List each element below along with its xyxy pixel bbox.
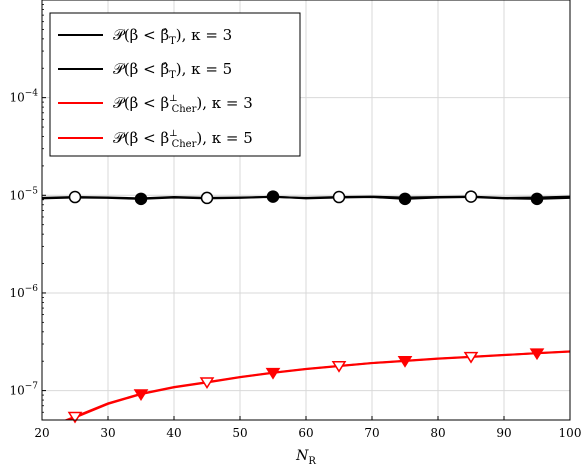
legend-label-subscript: T — [169, 70, 176, 81]
legend-label: 𝒫(β < β̂T), κ = 3 — [113, 26, 232, 47]
data-point — [529, 348, 545, 361]
data-point — [464, 190, 478, 203]
series-layer — [42, 195, 570, 420]
data-point — [200, 191, 214, 205]
legend-label-main: 𝒫(β < β — [113, 129, 169, 147]
point-marker — [530, 192, 544, 206]
legend-label-main: 𝒫(β < β̂ — [113, 26, 169, 44]
point-marker — [134, 192, 148, 206]
legend-label: 𝒫(β < β⊥ Cher), κ = 5 — [113, 129, 253, 150]
data-point — [332, 190, 346, 204]
data-point — [266, 190, 280, 203]
point-marker — [200, 191, 214, 205]
data-point — [134, 192, 148, 206]
x-tick-label: 90 — [496, 426, 511, 440]
data-point — [68, 190, 82, 204]
y-tick-exponent: −7 — [25, 382, 39, 392]
data-point — [397, 356, 413, 368]
x-tick-label: 40 — [166, 426, 181, 440]
point-marker — [398, 192, 412, 206]
point-marker — [68, 190, 82, 204]
point-marker — [397, 356, 413, 368]
y-tick-exponent: −5 — [25, 186, 39, 196]
data-point — [463, 351, 479, 364]
y-tick-label: 10−5 — [9, 186, 38, 202]
x-axis-label-subscript: R — [308, 456, 316, 466]
legend-box — [49, 12, 301, 157]
y-tick-base: 10 — [9, 384, 24, 398]
legend-label: 𝒫(β < β⊥ Cher), κ = 3 — [113, 94, 253, 115]
legend-entry: 𝒫(β < β⊥ Cher), κ = 3 — [58, 94, 253, 115]
y-tick-exponent: −4 — [25, 89, 39, 99]
point-marker — [265, 367, 281, 380]
legend-entry: 𝒫(β < β̂T), κ = 5 — [58, 60, 232, 81]
data-point — [265, 367, 281, 380]
point-marker — [266, 190, 280, 203]
x-tick-label: 60 — [298, 426, 313, 440]
legend-label-rest: ), κ = 3 — [196, 94, 252, 112]
data-point — [331, 360, 347, 373]
x-tick-label: 80 — [430, 426, 445, 440]
data-point — [133, 389, 149, 401]
legend-label-main: 𝒫(β < β — [113, 94, 169, 112]
point-marker — [133, 389, 149, 401]
legend-label-subscript: T — [169, 36, 176, 47]
point-marker — [529, 348, 545, 361]
legend-label-rest: ), κ = 5 — [196, 129, 252, 147]
legend-entry: 𝒫(β < β⊥ Cher), κ = 5 — [58, 129, 253, 150]
legend-label-subscript: Cher — [172, 104, 197, 115]
x-axis-label-main: N — [295, 448, 309, 464]
data-point — [530, 192, 544, 206]
y-tick-base: 10 — [9, 188, 24, 202]
data-point — [199, 377, 215, 389]
legend-entry: 𝒫(β < β̂T), κ = 3 — [58, 26, 232, 47]
x-axis-label: NR — [295, 448, 316, 466]
x-tick-label: 100 — [559, 426, 582, 440]
x-tick-label: 30 — [100, 426, 115, 440]
legend-label-superscript: ⊥ — [169, 129, 177, 139]
y-tick-label: 10−6 — [9, 284, 38, 300]
legend-label: 𝒫(β < β̂T), κ = 5 — [113, 60, 232, 81]
series-line-4 — [65, 350, 570, 420]
y-tick-base: 10 — [9, 286, 24, 300]
x-tick-label: 20 — [34, 426, 49, 440]
point-marker — [331, 360, 347, 373]
y-tick-label: 10−7 — [9, 382, 38, 398]
point-marker — [464, 190, 478, 203]
y-tick-base: 10 — [9, 91, 24, 105]
point-marker — [332, 190, 346, 204]
y-tick-exponent: −6 — [25, 284, 39, 294]
x-tick-label: 50 — [232, 426, 247, 440]
legend-label-main: 𝒫(β < β̂ — [113, 60, 169, 78]
legend-label-subscript: Cher — [172, 139, 197, 150]
y-tick-label: 10−4 — [9, 89, 38, 105]
legend: 𝒫(β < β̂T), κ = 3𝒫(β < β̂T), κ = 5𝒫(β < … — [49, 12, 301, 157]
point-marker — [199, 377, 215, 389]
legend-label-superscript: ⊥ — [169, 94, 177, 104]
legend-label-rest: ), κ = 3 — [176, 26, 232, 44]
point-marker — [463, 351, 479, 364]
data-point — [67, 411, 83, 424]
data-point — [398, 192, 412, 206]
legend-label-rest: ), κ = 5 — [176, 60, 232, 78]
series-line-2 — [42, 195, 570, 200]
x-tick-label: 70 — [364, 426, 379, 440]
point-marker — [67, 411, 83, 424]
